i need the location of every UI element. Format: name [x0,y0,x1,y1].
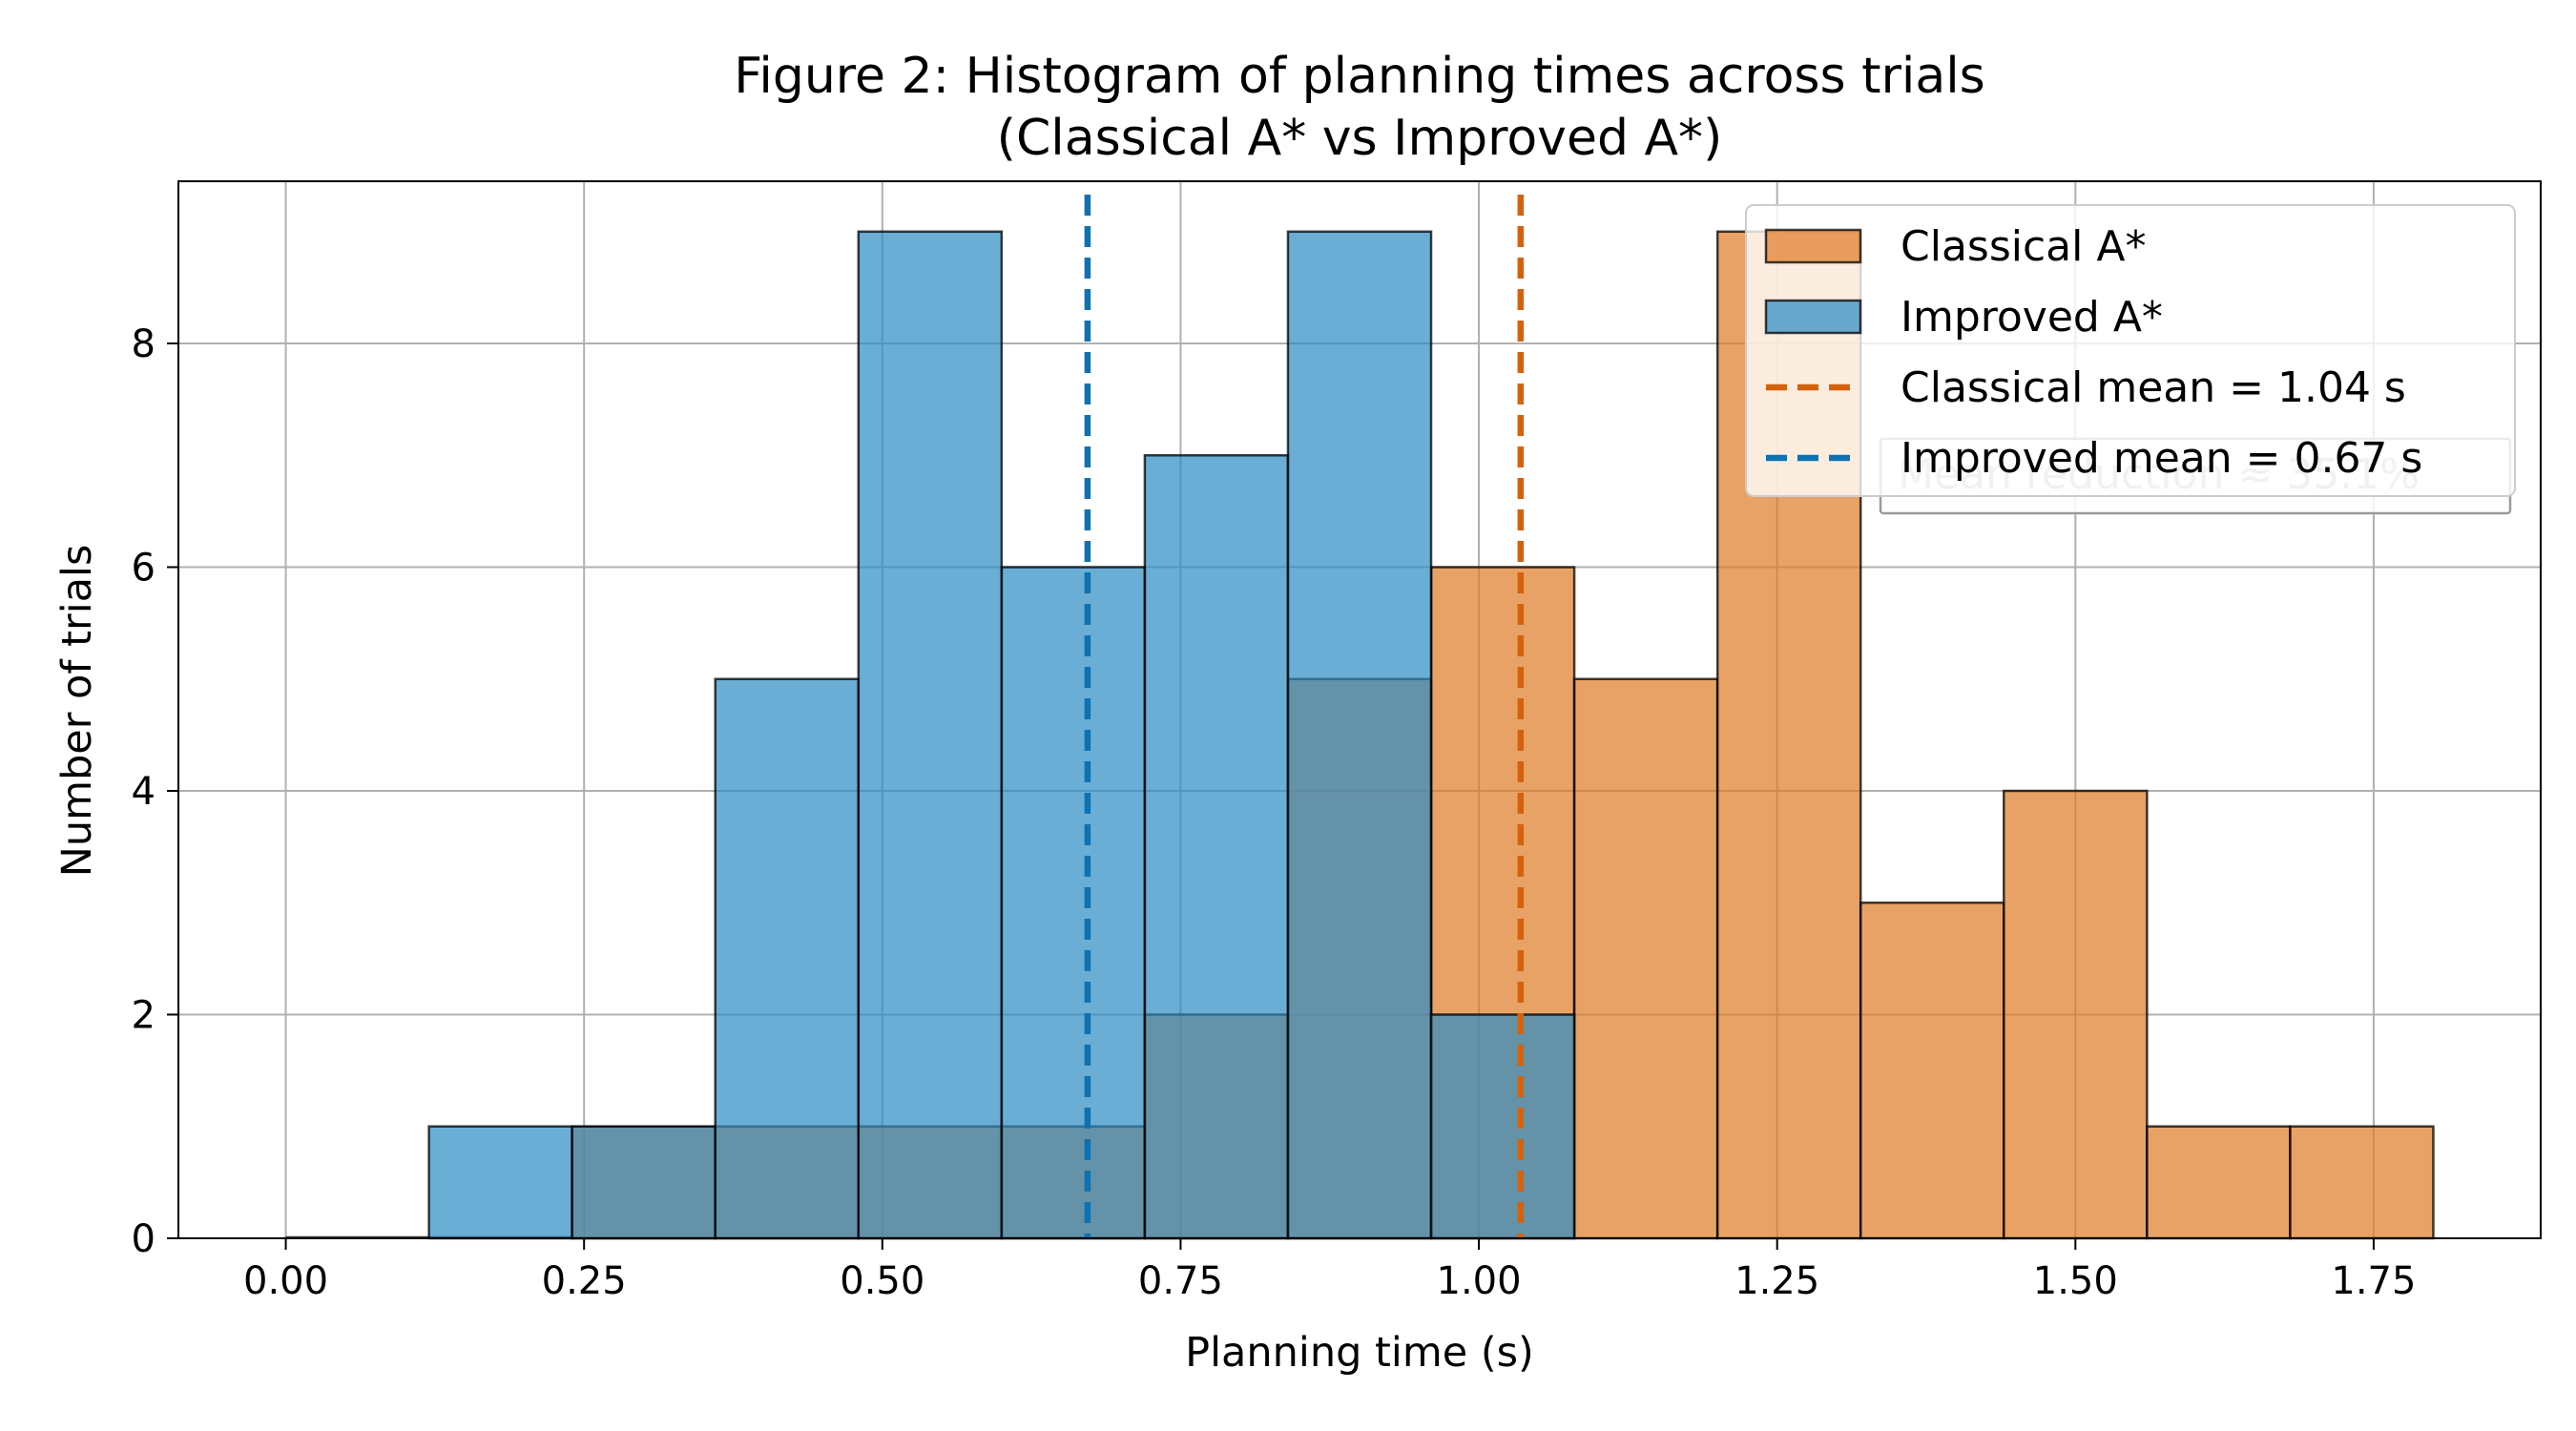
y-tick-label: 4 [132,770,156,814]
series-improved [427,230,1576,1240]
legend-label-improved-mean: Improved mean = 0.67 s [1901,434,2422,483]
bar-classical-9 [1572,677,1719,1240]
bar-improved-7 [1286,230,1433,1240]
x-tick-label: 1.25 [1735,1259,1819,1303]
legend: Classical A* Improved A* Classical mean = … [1745,204,2516,497]
legend-label-classical-mean: Classical mean = 1.04 s [1901,363,2406,412]
x-tick-label: 1.75 [2331,1259,2416,1303]
legend-box [1745,204,2516,497]
x-tick-label: 1.50 [2033,1259,2118,1303]
x-tick-label: 0.75 [1138,1259,1223,1303]
bar-improved-2 [571,1125,717,1240]
bar-improved-3 [714,677,861,1240]
y-tick-label: 2 [132,994,156,1038]
bar-classical-13 [2146,1125,2292,1240]
x-tick-label: 0.50 [840,1259,924,1303]
plot-area-frame [177,180,2542,1239]
bar-classical-14 [2289,1125,2435,1240]
chart-title: Figure 2: Histogram of planning times ac… [734,48,1984,105]
legend-swatch-classical [1764,228,1862,264]
bar-classical-11 [1859,902,2005,1240]
legend-label-improved: Improved A* [1901,293,2163,342]
bar-improved-4 [857,230,1004,1240]
y-tick-label: 6 [132,547,156,591]
chart-subtitle: (Classical A* vs Improved A*) [997,110,1723,167]
bar-improved-6 [1143,454,1290,1240]
bar-improved-1 [427,1125,573,1240]
x-axis-label: Planning time (s) [1185,1329,1534,1377]
y-tick-label: 8 [132,322,156,366]
x-tick-label: 0.25 [542,1259,627,1303]
bar-improved-5 [1000,566,1147,1240]
x-tick-label: 1.00 [1437,1259,1522,1303]
y-axis-ticks: 0 2 4 6 8 [132,322,178,1261]
bar-classical-12 [2003,789,2149,1240]
legend-swatch-improved [1764,299,1862,335]
y-tick-label: 0 [132,1217,156,1261]
bar-improved-8 [1429,1013,1576,1240]
mean-lines [1084,195,1525,1238]
histogram-bars [285,230,2435,1240]
x-axis-ticks: 0.00 0.25 0.50 0.75 1.00 1.25 1.50 1.75 [243,1238,2416,1303]
y-axis-label: Number of trials [53,545,101,878]
x-tick-label: 0.00 [243,1259,328,1303]
legend-label-classical: Classical A* [1901,222,2146,271]
